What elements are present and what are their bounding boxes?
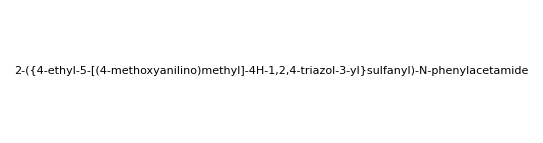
Text: 2-({4-ethyl-5-[(4-methoxyanilino)methyl]-4H-1,2,4-triazol-3-yl}sulfanyl)-N-pheny: 2-({4-ethyl-5-[(4-methoxyanilino)methyl]… bbox=[14, 66, 529, 77]
